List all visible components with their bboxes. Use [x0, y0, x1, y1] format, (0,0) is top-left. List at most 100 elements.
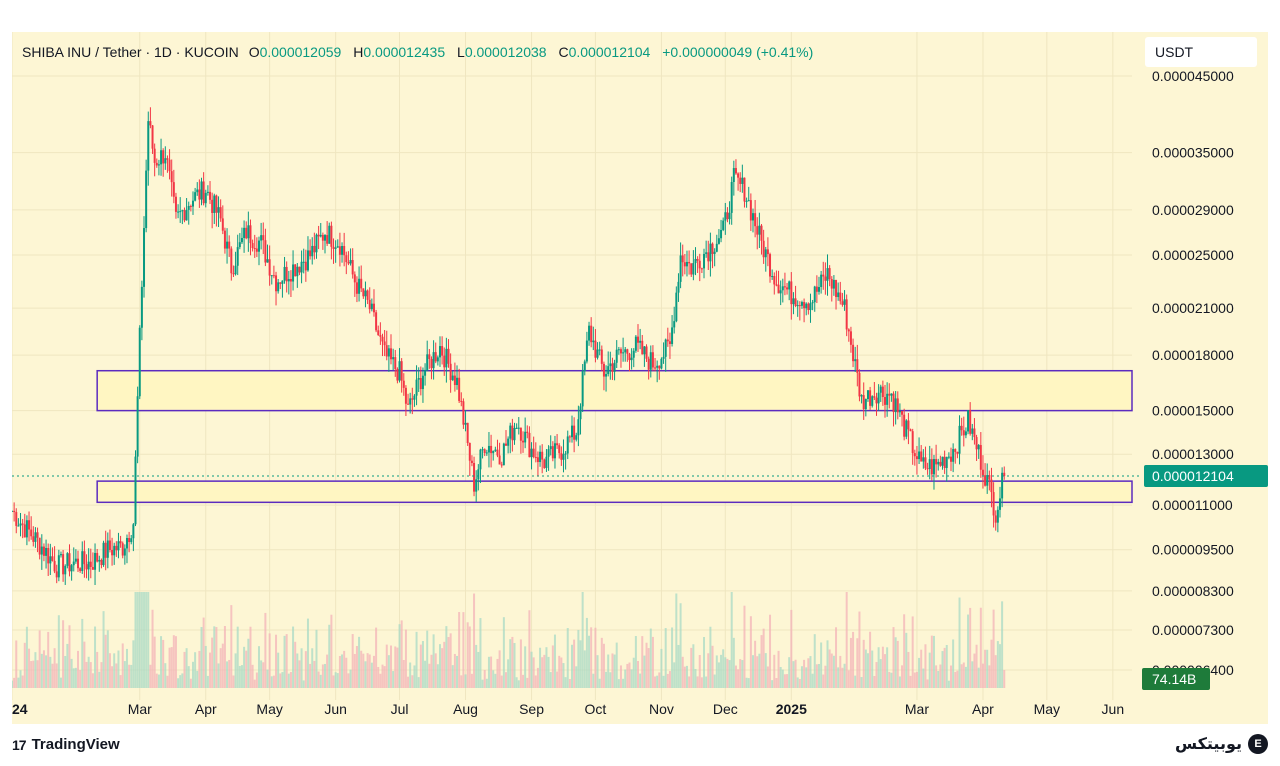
candle-body: [136, 396, 139, 457]
volume-bar: [504, 672, 507, 688]
candle-body: [507, 438, 510, 446]
candle-body: [198, 189, 201, 200]
candle-body: [907, 420, 910, 430]
candle-body: [828, 268, 831, 280]
candle-body: [438, 346, 441, 358]
volume-bar: [441, 648, 444, 688]
candle-body: [956, 451, 959, 454]
candle-body: [355, 282, 358, 294]
volume-bar: [950, 665, 953, 688]
candle-body: [534, 456, 537, 458]
candle-body: [185, 209, 188, 221]
volume-bar: [654, 676, 657, 688]
volume-bar: [839, 655, 842, 688]
volume-bar: [543, 654, 546, 688]
candle-body: [194, 192, 197, 201]
candle-body: [841, 301, 844, 305]
volume-bar: [645, 642, 648, 688]
x-tick-label: Nov: [649, 701, 674, 717]
candle-body: [319, 234, 322, 237]
candle-body: [315, 234, 318, 253]
candle-body: [204, 192, 207, 204]
candle-body: [151, 125, 154, 149]
chart-area[interactable]: 0.000045000 0.000035000 0.000029000 0.00002…: [12, 32, 1268, 724]
volume-bar: [34, 652, 37, 688]
volume-bar: [253, 679, 256, 688]
currency-selector[interactable]: USDT: [1145, 37, 1257, 67]
volume-bar: [55, 663, 58, 688]
volume-bar: [162, 639, 165, 688]
x-tick-label: Apr: [972, 701, 994, 717]
candle-body: [477, 469, 480, 480]
volume-bar: [726, 658, 729, 688]
volume-bar: [958, 597, 961, 688]
candle-body: [434, 352, 437, 362]
volume-bar: [106, 630, 109, 688]
candle-body: [379, 335, 382, 337]
volume-bar: [70, 658, 73, 688]
volume-bar: [45, 655, 48, 688]
volume-bar: [272, 675, 275, 688]
volume-bar: [745, 677, 748, 688]
volume-bar: [360, 650, 363, 688]
candle-body: [200, 181, 203, 200]
volume-bar: [871, 650, 874, 688]
volume-bar: [609, 672, 612, 688]
volume-bar: [928, 652, 931, 688]
candle-body: [243, 227, 246, 238]
candle-body: [338, 246, 341, 255]
volume-bar: [798, 678, 801, 688]
candle-body: [796, 305, 799, 307]
volume-bar: [760, 635, 763, 688]
volume-bar: [607, 654, 610, 688]
volume-bar: [892, 627, 895, 688]
candle-body: [172, 182, 175, 197]
volume-bar: [432, 634, 435, 688]
tradingview-logo[interactable]: 17 TradingView: [12, 736, 120, 753]
volume-bar: [415, 631, 418, 688]
candle-body: [826, 268, 829, 281]
volume-bar: [496, 658, 499, 688]
candle-body: [964, 431, 967, 436]
candle-body: [971, 428, 974, 434]
volume-bar: [756, 656, 759, 688]
candle-body: [317, 234, 320, 237]
candle-body: [470, 460, 473, 463]
volume-bar: [130, 664, 133, 688]
volume-bar: [191, 661, 194, 688]
volume-bar: [860, 677, 863, 688]
candle-body: [594, 340, 597, 358]
candle-body: [624, 349, 627, 353]
candle-body: [432, 352, 435, 369]
x-tick-label: Jul: [391, 701, 409, 717]
volume-bar: [709, 626, 712, 688]
volume-bar: [786, 674, 789, 688]
volume-bar: [260, 660, 263, 688]
candle-body: [600, 349, 603, 364]
candle-body: [666, 339, 669, 342]
volume-bar: [115, 663, 118, 688]
candle-body: [641, 340, 644, 355]
candle-body: [858, 372, 861, 397]
volume-bar: [602, 643, 605, 688]
candle-body: [458, 377, 461, 401]
volume-bar: [447, 637, 450, 688]
volume-bar: [164, 663, 167, 688]
candle-body: [270, 275, 273, 277]
candle-body: [566, 436, 569, 454]
candle-body: [187, 206, 190, 210]
candle-body: [300, 261, 303, 273]
candle-body: [181, 210, 184, 212]
volume-bar: [854, 675, 857, 688]
candle-body: [375, 312, 378, 331]
candle-body: [479, 449, 482, 470]
candle-body: [102, 542, 105, 566]
support-zone: [96, 480, 1133, 504]
volume-bar: [539, 647, 542, 688]
candle-body: [845, 299, 848, 330]
candle-body: [749, 200, 752, 221]
volume-bar: [585, 617, 588, 688]
volume-bar: [939, 664, 942, 688]
candle-body: [211, 199, 214, 213]
volume-bar: [343, 650, 346, 688]
